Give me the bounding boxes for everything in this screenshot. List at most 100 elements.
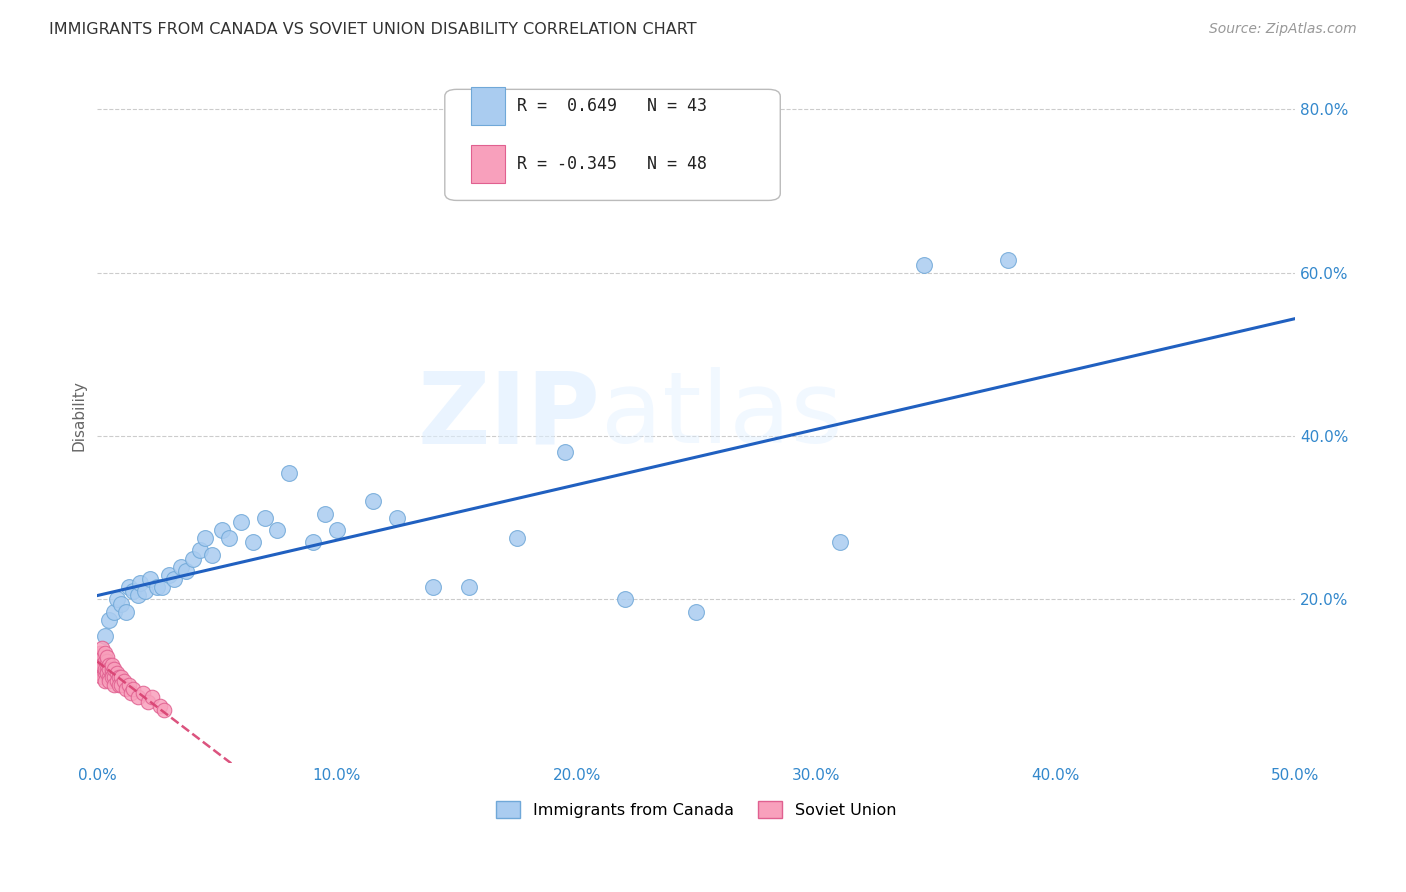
Point [157,568,180,582]
Point [100,662,122,676]
Point [190,543,212,558]
Point [93,674,115,689]
Point [181,551,204,566]
Point [127,588,149,602]
Point [105,665,128,680]
Text: atlas: atlas [600,368,842,464]
Point [136,694,159,708]
Point [314,507,336,521]
Point [326,523,349,537]
Point [103,605,125,619]
Point [613,592,636,607]
Point [129,576,152,591]
Point [149,698,172,713]
Point [912,258,935,272]
Point [105,674,128,689]
Point [86,662,108,676]
Point [108,678,131,692]
Point [91,662,114,676]
Point [96,649,118,664]
Point [93,654,115,668]
Point [302,535,325,549]
Text: R =  0.649   N = 43: R = 0.649 N = 43 [516,97,707,115]
Point [103,662,125,676]
Point [141,690,163,705]
Text: IMMIGRANTS FROM CANADA VS SOVIET UNION DISABILITY CORRELATION CHART: IMMIGRANTS FROM CANADA VS SOVIET UNION D… [49,22,697,37]
Point [110,597,132,611]
Point [86,649,108,664]
Point [153,703,176,717]
Point [100,670,122,684]
Point [554,445,576,459]
Bar [471,145,505,183]
Point [98,613,121,627]
Point [120,686,142,700]
Point [266,523,288,537]
Point [278,466,301,480]
Point [201,548,224,562]
Point [110,678,132,692]
Point [93,646,115,660]
Point [98,674,121,689]
FancyBboxPatch shape [444,89,780,201]
Point [117,580,139,594]
Point [422,580,444,594]
Y-axis label: Disability: Disability [72,380,86,451]
Point [132,686,155,700]
Point [254,510,277,524]
Text: Source: ZipAtlas.com: Source: ZipAtlas.com [1209,22,1357,37]
Point [830,535,852,549]
Point [91,657,114,672]
Point [115,605,138,619]
Point [103,678,125,692]
Point [89,657,111,672]
Point [163,572,186,586]
Point [170,559,193,574]
Point [139,572,162,586]
Point [997,253,1019,268]
Point [98,670,121,684]
Point [91,649,114,664]
Point [134,584,156,599]
Point [112,674,135,689]
Point [110,670,132,684]
Point [93,629,115,643]
Point [91,670,114,684]
Point [91,641,114,656]
Point [174,564,197,578]
Point [108,670,131,684]
Point [93,665,115,680]
Point [89,665,111,680]
Point [385,510,408,524]
Point [115,682,138,697]
Point [146,580,169,594]
Point [505,531,527,545]
Point [117,678,139,692]
Point [105,592,128,607]
Point [96,662,118,676]
Text: R = -0.345   N = 48: R = -0.345 N = 48 [516,155,707,173]
Point [229,515,252,529]
Point [194,531,217,545]
Point [98,657,121,672]
Point [122,584,145,599]
Point [89,646,111,660]
Point [211,523,233,537]
Point [150,580,173,594]
Bar [471,87,505,126]
Point [96,665,118,680]
Point [122,682,145,697]
Point [96,654,118,668]
Point [361,494,384,508]
Point [89,654,111,668]
Point [100,657,122,672]
Point [100,665,122,680]
Point [127,690,149,705]
Legend: Immigrants from Canada, Soviet Union: Immigrants from Canada, Soviet Union [491,795,903,824]
Point [103,670,125,684]
Point [98,662,121,676]
Point [242,535,264,549]
Point [685,605,707,619]
Point [218,531,240,545]
Text: ZIP: ZIP [418,368,600,464]
